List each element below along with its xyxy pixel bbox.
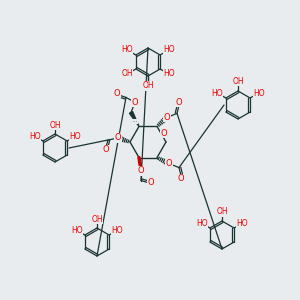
Text: OH: OH bbox=[232, 76, 244, 85]
Text: HO: HO bbox=[69, 132, 81, 141]
Text: O: O bbox=[178, 174, 184, 183]
Text: O: O bbox=[166, 159, 172, 168]
Text: O: O bbox=[103, 146, 109, 154]
Text: HO: HO bbox=[196, 219, 208, 228]
Text: O: O bbox=[176, 98, 182, 107]
Text: O: O bbox=[148, 178, 154, 187]
Text: OH: OH bbox=[142, 82, 154, 91]
Text: HO: HO bbox=[212, 88, 223, 98]
Text: O: O bbox=[114, 89, 120, 98]
Text: ···: ··· bbox=[132, 119, 138, 124]
Text: HO: HO bbox=[142, 82, 154, 91]
Text: O: O bbox=[132, 98, 138, 107]
Text: HO: HO bbox=[253, 88, 265, 98]
Text: HO: HO bbox=[122, 46, 133, 55]
Text: HO: HO bbox=[111, 226, 123, 235]
Text: OH: OH bbox=[122, 70, 133, 79]
Text: HO: HO bbox=[71, 226, 83, 235]
Polygon shape bbox=[129, 112, 139, 126]
Text: O: O bbox=[115, 134, 121, 142]
Text: HO: HO bbox=[29, 132, 41, 141]
Text: HO: HO bbox=[236, 219, 248, 228]
Text: OH: OH bbox=[216, 208, 228, 217]
Text: O: O bbox=[160, 129, 167, 138]
Text: HO: HO bbox=[163, 70, 175, 79]
Text: O: O bbox=[138, 166, 144, 175]
Text: OH: OH bbox=[91, 214, 103, 224]
Text: O: O bbox=[164, 113, 170, 122]
Text: HO: HO bbox=[163, 46, 175, 55]
Text: OH: OH bbox=[49, 121, 61, 130]
